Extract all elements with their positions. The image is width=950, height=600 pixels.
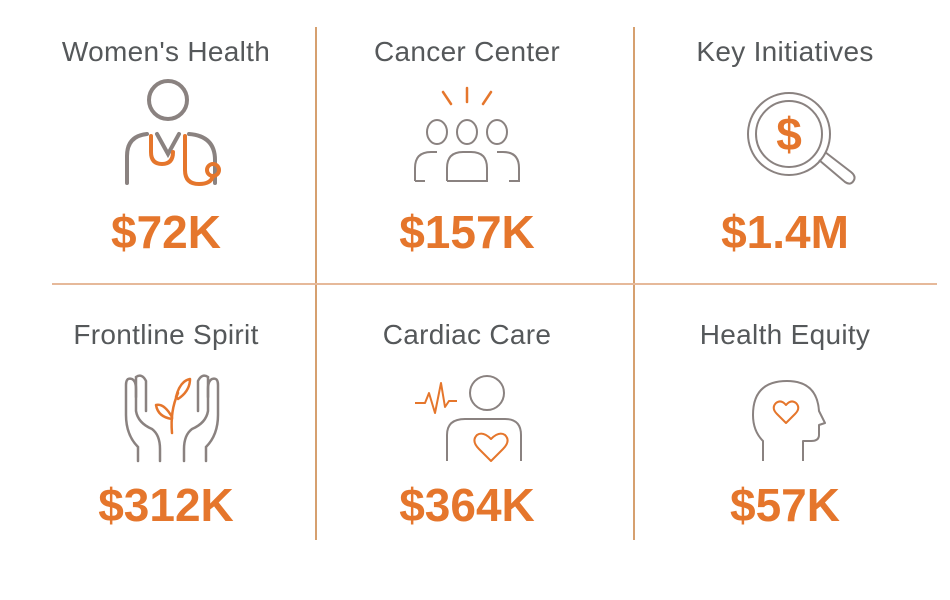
person-heart-pulse-icon — [415, 375, 522, 462]
card-amount: $364K — [399, 479, 535, 531]
head-heart-icon — [752, 380, 826, 461]
card-label: Cancer Center — [374, 36, 560, 67]
divider-horizontal — [52, 283, 937, 285]
group-people-icon — [414, 86, 520, 182]
card-amount: $312K — [98, 479, 234, 531]
svg-text:$: $ — [776, 108, 802, 160]
card-cancer-center: Cancer Center $157K — [317, 0, 617, 283]
card-label: Women's Health — [61, 36, 271, 67]
card-amount: $1.4M — [721, 206, 849, 258]
card-frontline-spirit: Frontline Spirit $312K — [16, 283, 316, 543]
card-health-equity: Health Equity $57K — [635, 283, 935, 543]
card-amount: $157K — [399, 206, 535, 258]
card-label: Key Initiatives — [696, 36, 874, 67]
hands-sprout-icon — [124, 374, 220, 463]
card-amount: $57K — [730, 479, 840, 531]
card-amount: $72K — [111, 206, 221, 258]
card-label: Health Equity — [699, 319, 871, 350]
card-label: Frontline Spirit — [73, 319, 259, 350]
card-key-initiatives: Key Initiatives $ $1.4M — [635, 0, 935, 283]
card-womens-health: Women's Health $72K — [16, 0, 316, 283]
card-cardiac-care: Cardiac Care $364K — [317, 283, 617, 543]
stethoscope-person-icon — [125, 79, 221, 187]
magnifier-dollar-icon: $ — [747, 92, 856, 185]
card-label: Cardiac Care — [382, 319, 552, 350]
